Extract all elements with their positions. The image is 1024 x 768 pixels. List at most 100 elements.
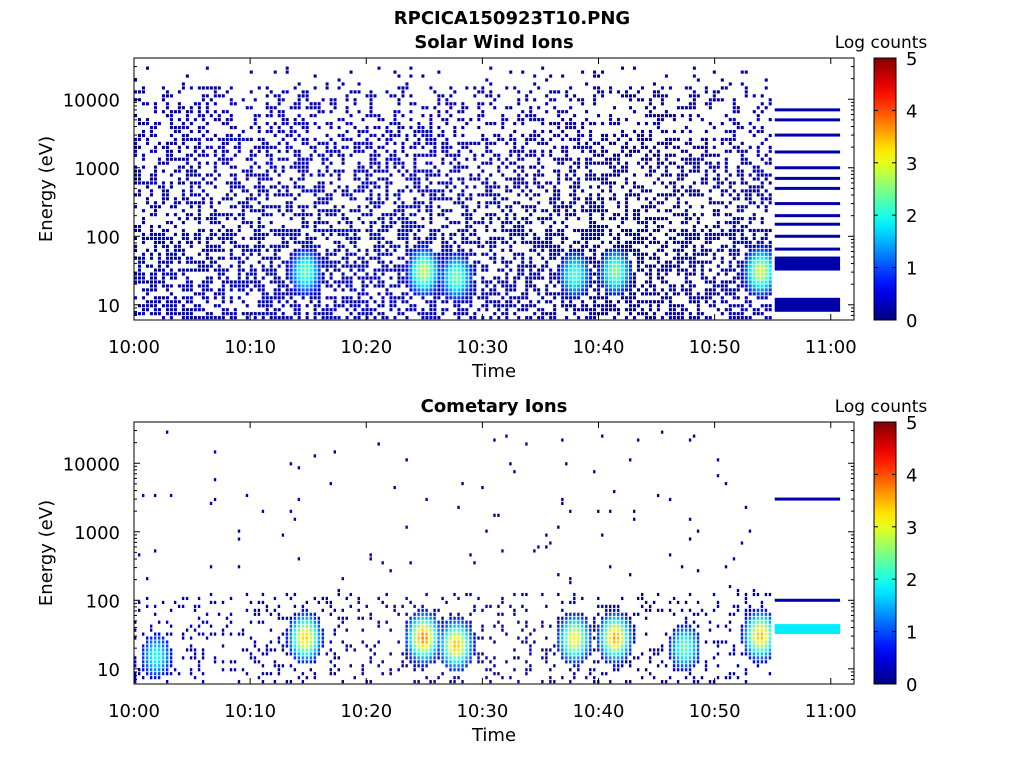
heatmap-cell [393,248,397,252]
heatmap-cell [134,177,137,181]
heatmap-cell [676,145,680,149]
heatmap-cell [549,232,553,237]
heatmap-cell [257,193,261,197]
heatmap-cell [621,165,625,169]
heatmap-cell [337,209,341,213]
heatmap-cell [732,232,736,237]
heatmap-cell [189,201,193,205]
heatmap-cell [197,193,201,197]
heatmap-cell [589,137,593,142]
heatmap-cell [613,193,617,197]
heatmap-cell [644,209,648,213]
heatmap-cell [525,98,529,102]
heatmap-cell [700,137,704,142]
heatmap-cell [337,240,341,244]
heatmap-cell [401,205,405,209]
colorbar-tick-label: 0 [906,311,917,332]
heatmap-cell [660,244,664,248]
heatmap-cell [329,228,333,233]
heatmap-cell [261,268,265,272]
heatmap-cell [601,228,605,233]
heatmap-cell [253,280,257,284]
trailing-band [774,186,841,190]
heatmap-cell [161,185,165,189]
heatmap-cell [513,161,517,165]
heatmap-cell [309,236,313,241]
heatmap-cell [485,304,489,308]
heatmap-cell [453,304,457,308]
heatmap-cell [441,256,445,260]
heatmap-cell [660,129,664,134]
heatmap-cell [185,628,189,632]
heatmap-cell [684,308,688,312]
heatmap-cell [712,125,716,130]
heatmap-cell [509,248,513,252]
heatmap-cell [149,181,153,185]
heatmap-cell [525,141,529,145]
heatmap-cell [497,137,501,142]
heatmap-cell [760,288,764,292]
heatmap-cell [541,129,545,134]
heatmap-cell [177,268,181,272]
heatmap-cell [437,272,441,276]
heatmap-cell [708,201,712,205]
heatmap-cell [453,102,457,106]
heatmap-cell [601,201,605,205]
heatmap-cell [353,316,357,320]
heatmap-cell [237,288,241,292]
heatmap-cell [181,284,185,288]
heatmap-cell [177,256,181,260]
heatmap-cell [209,137,213,142]
heatmap-cell [409,118,413,122]
heatmap-cell [221,122,225,126]
heatmap-cell [345,280,349,284]
heatmap-cell [137,193,141,197]
heatmap-cell [205,636,209,640]
heatmap-cell [134,272,137,276]
heatmap-cell [293,236,297,241]
heatmap-cell [265,312,269,316]
heatmap-cell [373,316,377,320]
heatmap-cell [533,149,537,153]
heatmap-cell [285,70,289,74]
heatmap-cell [153,149,157,153]
heatmap-cell [409,66,413,70]
heatmap-cell [301,173,305,177]
heatmap-cell [185,276,189,280]
heatmap-cell [692,252,696,256]
heatmap-cell [445,252,449,256]
heatmap-cell [509,244,513,248]
heatmap-cell [505,118,509,122]
heatmap-cell [561,300,565,304]
heatmap-cell [473,284,477,288]
heatmap-cell [177,300,181,304]
heatmap-cell [405,228,409,233]
heatmap-cell [369,228,373,233]
heatmap-cell [357,236,361,241]
heatmap-cell [632,240,636,244]
heatmap-cell [401,228,405,233]
heatmap-cell [501,224,505,229]
heatmap-cell [233,102,237,106]
heatmap-cell [501,296,505,300]
heatmap-cell [417,288,421,292]
heatmap-cell [652,217,656,221]
heatmap-cell [648,280,652,284]
heatmap-cell [656,224,660,229]
heatmap-cell [485,122,489,126]
heatmap-cell [720,122,724,126]
heatmap-cell [349,312,353,316]
heatmap-cell [201,288,205,292]
heatmap-cell [341,296,345,300]
heatmap-cell [209,98,213,102]
heatmap-cell [485,141,489,145]
heatmap-cell [648,169,652,173]
heatmap-cell [664,165,668,169]
heatmap-cell [365,276,369,280]
heatmap-cell [265,248,269,252]
heatmap-cell [513,228,517,233]
heatmap-cell [301,272,305,276]
heatmap-cell [652,288,656,292]
heatmap-cell [597,288,601,292]
heatmap-cell [425,240,429,244]
